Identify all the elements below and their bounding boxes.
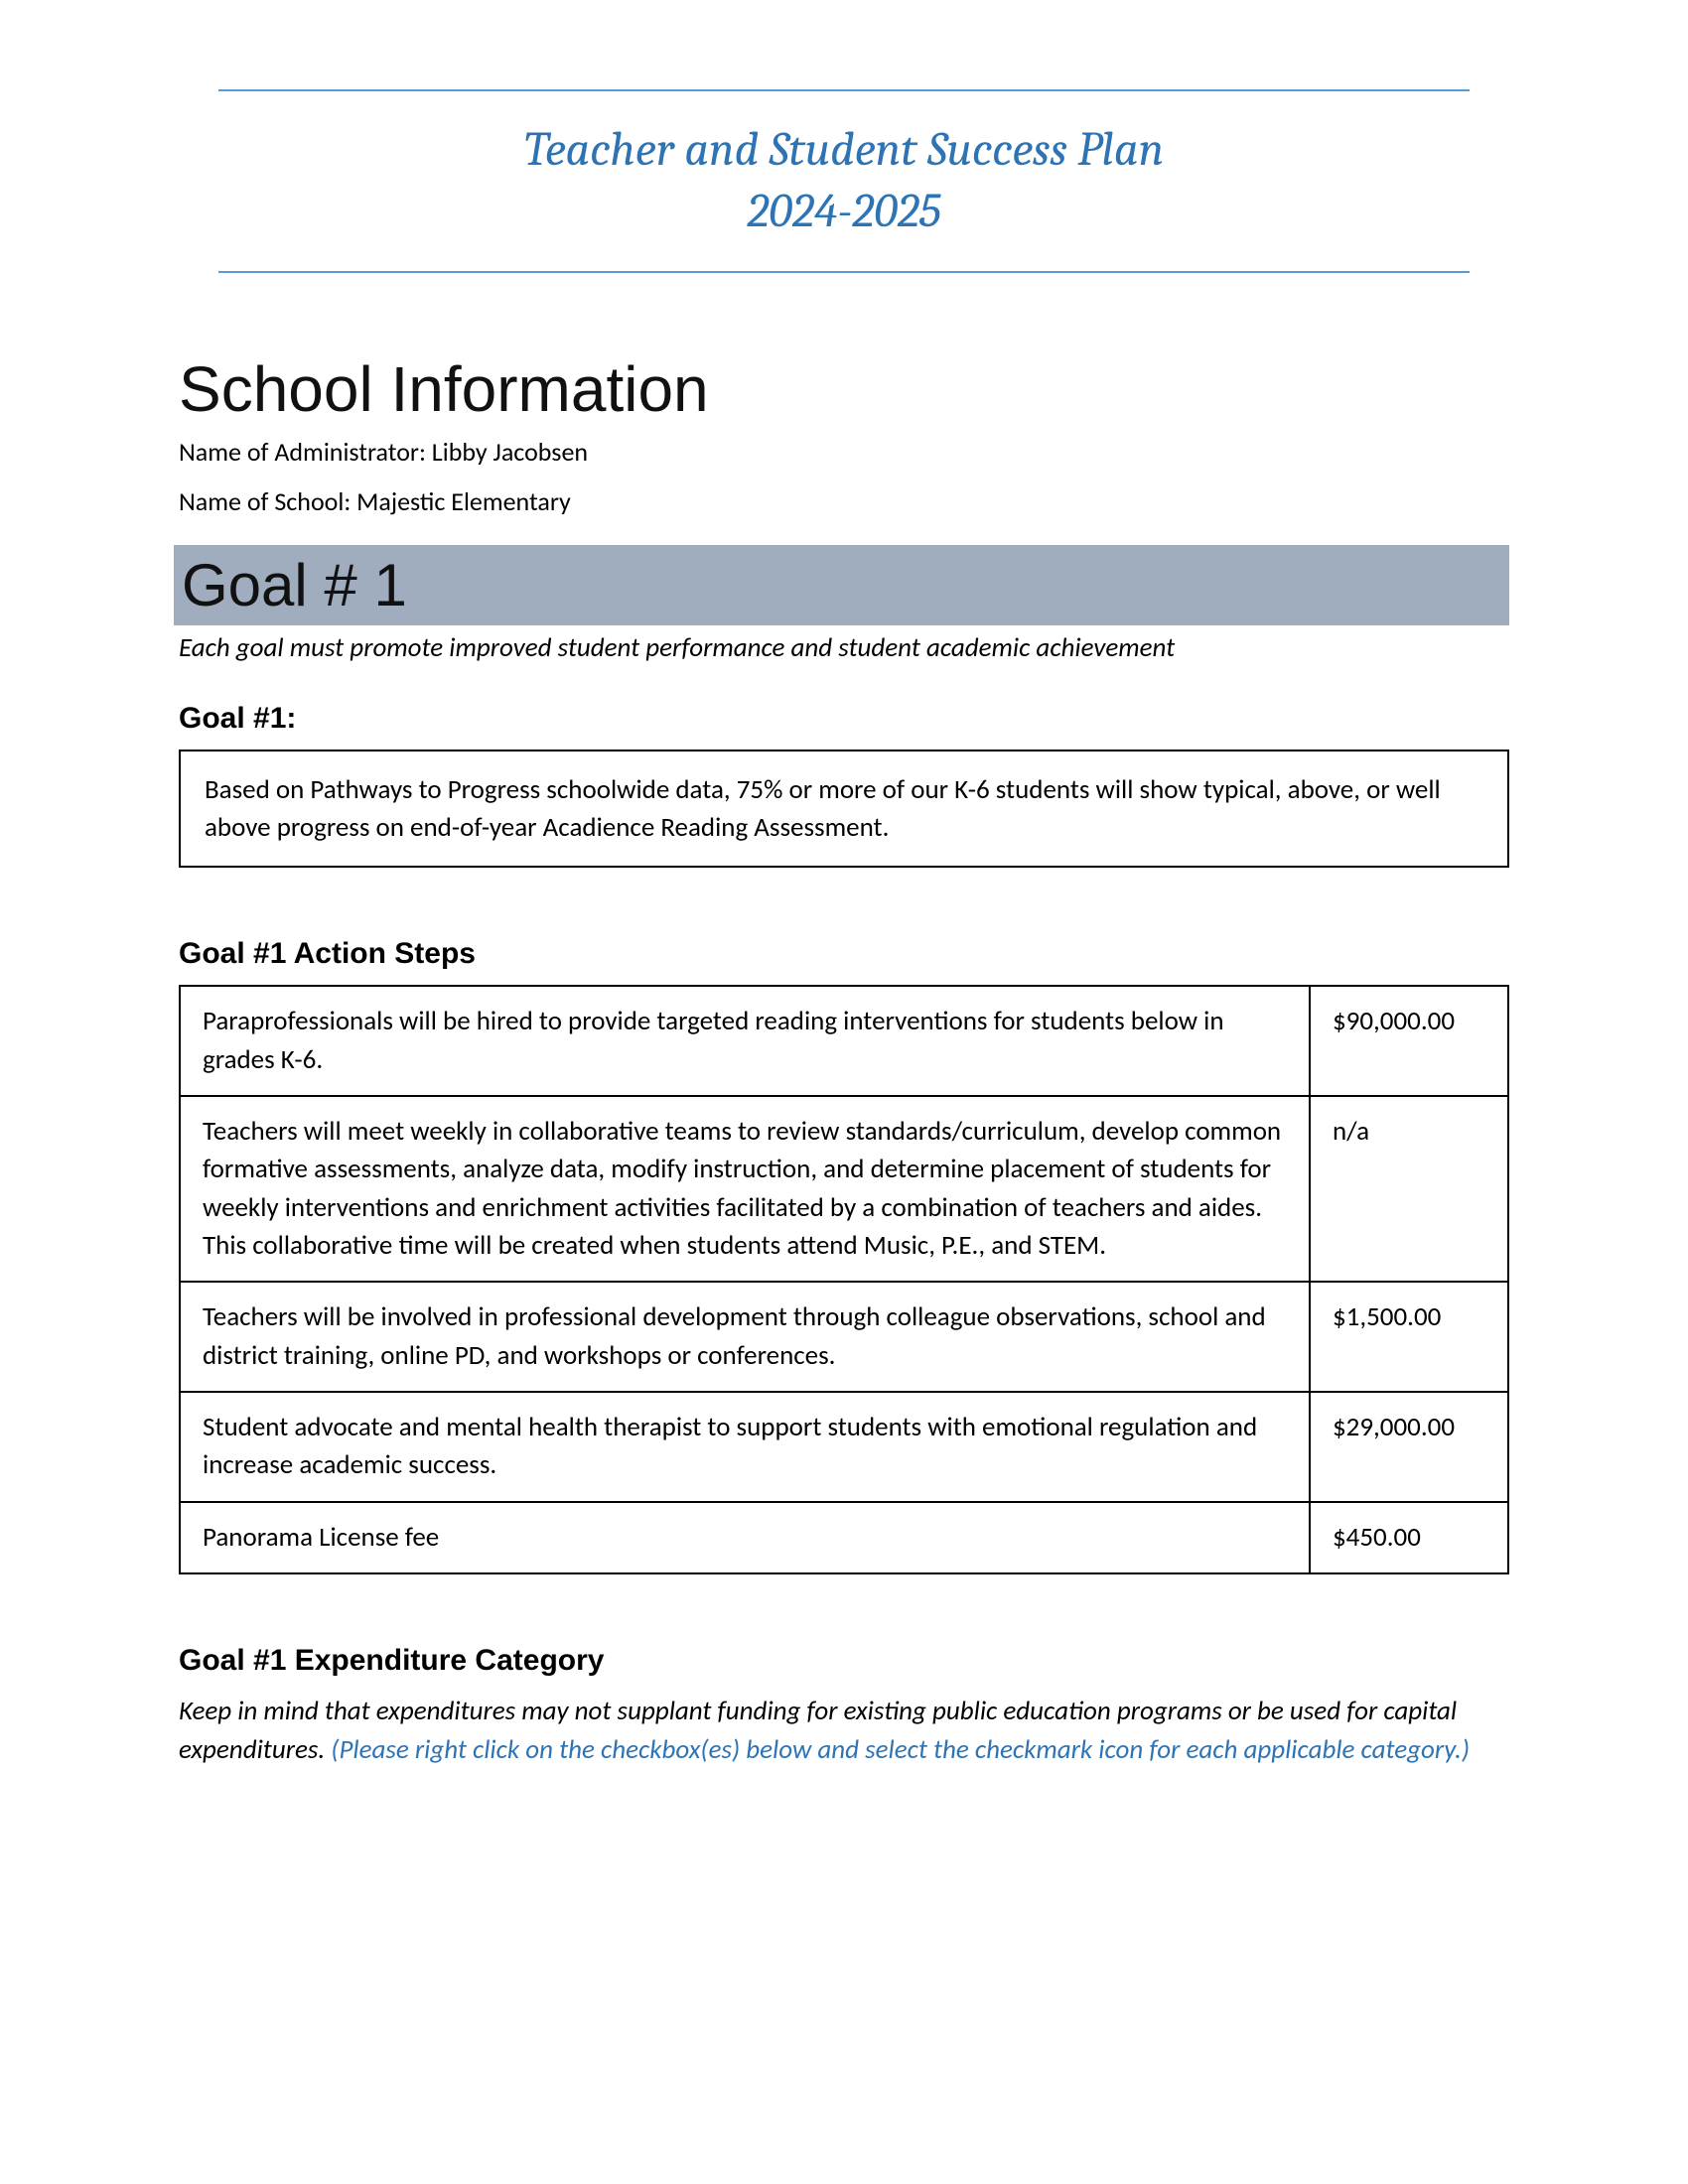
goal-1-action-heading: Goal #1 Action Steps	[179, 937, 1509, 971]
admin-name: Name of Administrator: Libby Jacobsen	[179, 436, 1509, 468]
title-block: Teacher and Student Success Plan 2024-20…	[218, 89, 1470, 273]
goal-1-label: Goal #1:	[179, 702, 1509, 736]
school-info-heading: School Information	[179, 352, 1509, 426]
goal-1-expenditure-note: Keep in mind that expenditures may not s…	[179, 1692, 1509, 1769]
action-cost: n/a	[1310, 1096, 1508, 1282]
action-cost: $1,500.00	[1310, 1282, 1508, 1392]
expenditure-note-blue: (Please right click on the checkbox(es) …	[331, 1733, 1470, 1766]
goal-1-action-table: Paraprofessionals will be hired to provi…	[179, 985, 1509, 1574]
table-row: Teachers will meet weekly in collaborati…	[180, 1096, 1508, 1282]
action-desc: Student advocate and mental health thera…	[180, 1392, 1310, 1502]
goal-1-text: Based on Pathways to Progress schoolwide…	[205, 773, 1441, 844]
action-desc: Paraprofessionals will be hired to provi…	[180, 986, 1310, 1096]
table-row: Panorama License fee $450.00	[180, 1502, 1508, 1573]
action-desc: Teachers will meet weekly in collaborati…	[180, 1096, 1310, 1282]
action-cost: $450.00	[1310, 1502, 1508, 1573]
goal-1-expenditure-heading: Goal #1 Expenditure Category	[179, 1644, 1509, 1678]
table-row: Teachers will be involved in professiona…	[180, 1282, 1508, 1392]
table-row: Student advocate and mental health thera…	[180, 1392, 1508, 1502]
title-line-1: Teacher and Student Success Plan	[218, 119, 1470, 181]
action-desc: Teachers will be involved in professiona…	[180, 1282, 1310, 1392]
action-desc: Panorama License fee	[180, 1502, 1310, 1573]
goal-1-text-box: Based on Pathways to Progress schoolwide…	[179, 750, 1509, 869]
action-cost: $90,000.00	[1310, 986, 1508, 1096]
goal-1-banner-text: Goal # 1	[182, 552, 407, 618]
action-cost: $29,000.00	[1310, 1392, 1508, 1502]
goal-1-banner: Goal # 1	[174, 545, 1509, 625]
table-row: Paraprofessionals will be hired to provi…	[180, 986, 1508, 1096]
title-line-2: 2024-2025	[218, 181, 1470, 242]
school-name: Name of School: Majestic Elementary	[179, 485, 1509, 517]
goal-1-subtitle: Each goal must promote improved student …	[179, 631, 1509, 664]
